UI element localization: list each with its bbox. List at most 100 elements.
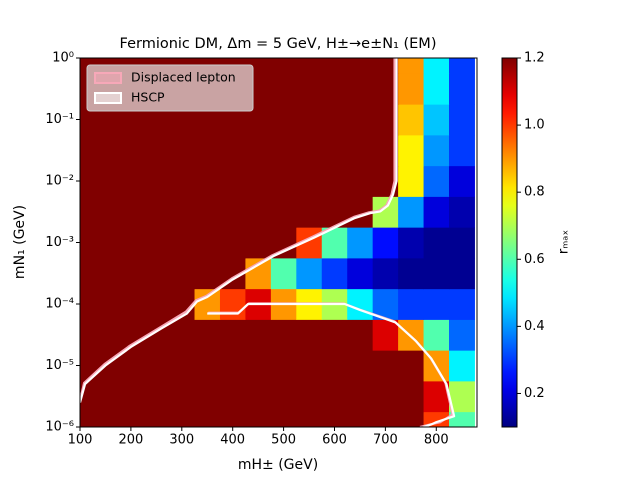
heatmap-cell [92,196,119,228]
heatmap-cell [219,411,246,427]
x-tick-label: 500 [271,433,296,448]
heatmap-cell [321,58,348,74]
heatmap-cell [169,134,196,167]
heatmap-cell [372,257,399,290]
heatmap-cell [321,411,348,427]
heatmap-cell [118,196,145,228]
y-tick-label: 10⁻⁵ [45,358,74,373]
heatmap-cell [270,134,297,167]
heatmap-cell [296,196,323,228]
heatmap-cell [92,227,119,259]
heatmap-cell [169,257,196,290]
heatmap-cell [423,104,450,136]
heatmap-cell [372,411,399,427]
heatmap-cell [398,134,425,167]
heatmap-cell [194,134,221,167]
contour-line [80,58,456,427]
heatmap-cell [169,165,196,197]
heatmap-cell [219,165,246,197]
heatmap-cell [245,350,272,382]
heatmap-cell [423,227,450,259]
heatmap-cell [270,380,297,413]
heatmap-cell [296,411,323,427]
x-tick-label: 200 [118,433,143,448]
heatmap-cell [118,411,145,427]
heatmap-cell [347,257,374,290]
heatmap-cell [169,411,196,427]
heatmap-cell [321,350,348,382]
heatmap-cell [80,288,94,320]
heatmap-cell [449,134,475,167]
heatmap-cell [347,411,374,427]
heatmap-cell [143,257,170,290]
heatmap-cell [398,196,425,228]
heatmap-cell [219,380,246,413]
heatmap-cell [169,350,196,382]
heatmap-cell [270,350,297,382]
heatmap-cell [219,227,246,259]
y-tick-label: 10⁻¹ [45,112,74,127]
legend-swatch [94,92,122,104]
heatmap-cell [449,73,475,105]
heatmap-cell [80,257,94,290]
heatmap-cell [398,73,425,105]
colorbar-tick-label: 1.0 [524,118,545,133]
heatmap-cell [398,350,425,382]
heatmap-cell [80,411,94,427]
heatmap-cell [398,380,425,413]
heatmap-cell [245,134,272,167]
heatmap-cell [118,350,145,382]
heatmap-cell [219,196,246,228]
heatmap-cell [347,227,374,259]
heatmap-cell [194,165,221,197]
heatmap-cell [118,380,145,413]
heatmap-cell [194,350,221,382]
heatmap-cell [423,288,450,320]
heatmap-cell [118,134,145,167]
heatmap-cell [449,227,475,259]
heatmap-cell [449,196,475,228]
heatmap-cell [296,257,323,290]
heatmap-cell [118,257,145,290]
heatmap-cell [347,350,374,382]
heatmap-cell [118,165,145,197]
legend-swatch [94,72,122,84]
heatmap-cell [118,288,145,320]
heatmap-cell [80,104,94,136]
y-tick-label: 10⁻⁴ [45,297,74,312]
legend: Displaced lepton HSCP [86,64,254,112]
heatmap-cell [143,196,170,228]
heatmap-cell [296,380,323,413]
colorbar-tick-label: 0.2 [524,386,545,401]
heatmap-cell [270,196,297,228]
colorbar-frame [501,57,518,428]
heatmap-cell [143,227,170,259]
heatmap-cell [194,196,221,228]
heatmap-cell [347,134,374,167]
heatmap-cell [423,257,450,290]
heatmap-cell [118,227,145,259]
heatmap-cell [372,380,399,413]
chart-title: Fermionic DM, Δm = 5 GeV, H±→e±N₁ (EM) [120,36,437,52]
heatmap-cell [423,134,450,167]
x-tick-label: 800 [424,433,449,448]
heatmap-cell [398,58,425,74]
heatmap-cell [321,73,348,105]
heatmap-cell [449,380,475,413]
heatmap-cell [143,288,170,320]
colorbar-label: rₘₐₓ [557,230,572,255]
y-axis-label: mN₁ (GeV) [12,205,28,279]
colorbar-tick-label: 0.8 [524,185,545,200]
heatmap-cell [80,196,94,228]
heatmap-cell [296,104,323,136]
heatmap-cell [169,319,196,351]
x-tick-label: 300 [169,433,194,448]
heatmap-cell [296,134,323,167]
heatmap-cell [296,73,323,105]
heatmap-cell [169,380,196,413]
y-tick-label: 10⁰ [52,51,74,66]
heatmap-cell [270,257,297,290]
heatmap-cell [194,411,221,427]
heatmap-cell [321,319,348,351]
heatmap-cell [245,227,272,259]
